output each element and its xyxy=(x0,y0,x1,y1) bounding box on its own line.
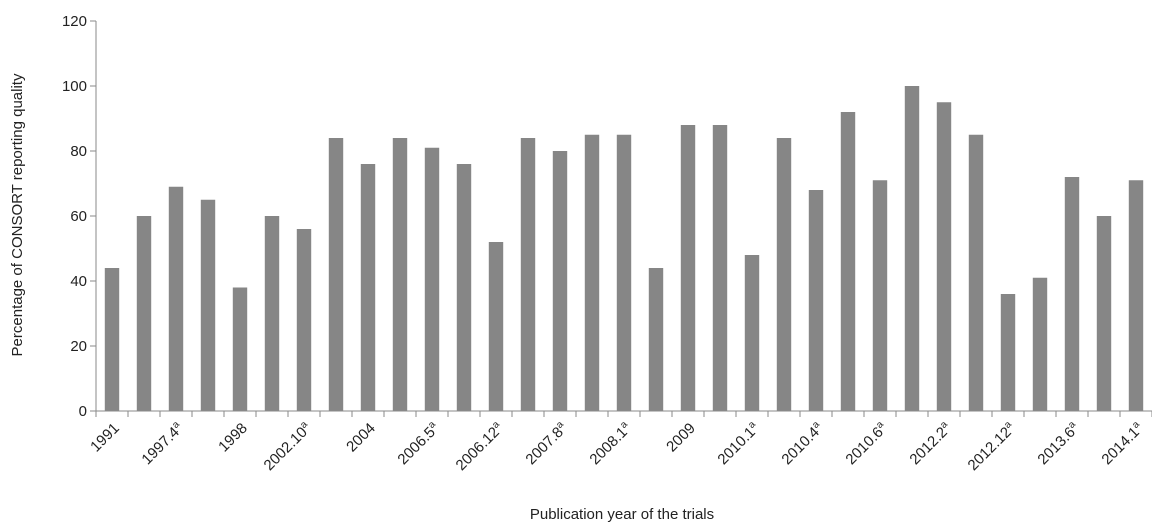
x-tick-label-26: 2012.2a xyxy=(906,419,955,468)
y-tick-label-40: 40 xyxy=(70,273,87,290)
x-tick-label-24: 2010.6a xyxy=(842,419,891,468)
y-tick-label-20: 20 xyxy=(70,338,87,355)
bar-4 xyxy=(232,287,248,411)
bar-9 xyxy=(392,138,408,411)
x-tick-label-30: 2013.6a xyxy=(1034,419,1083,468)
bar-18 xyxy=(680,125,696,411)
x-tick-label-0: 1991 xyxy=(87,420,123,456)
y-tick-label-100: 100 xyxy=(62,78,87,95)
bar-7 xyxy=(328,138,344,411)
x-tick-label-8: 2004 xyxy=(343,420,379,456)
x-tick-label-20: 2010.1a xyxy=(714,419,763,468)
bar-8 xyxy=(360,164,376,411)
bar-17 xyxy=(648,268,664,411)
bar-16 xyxy=(616,134,632,411)
x-tick-label-12: 2006.12a xyxy=(452,419,507,474)
bar-28 xyxy=(1000,294,1016,411)
bar-0 xyxy=(104,268,120,411)
x-tick-label-32: 2014.1a xyxy=(1098,419,1147,468)
y-axis-title: Percentage of CONSORT reporting quality xyxy=(9,73,26,356)
x-tick-label-2: 1997.4a xyxy=(138,419,187,468)
bar-24 xyxy=(872,180,888,411)
x-tick-label-28: 2012.12a xyxy=(964,419,1019,474)
bar-13 xyxy=(520,138,536,411)
bar-25 xyxy=(904,86,920,411)
bar-11 xyxy=(456,164,472,411)
x-tick-label-22: 2010.4a xyxy=(778,419,827,468)
bar-21 xyxy=(776,138,792,411)
x-tick-label-18: 2009 xyxy=(663,420,699,456)
x-tick-label-4: 1998 xyxy=(215,420,251,456)
x-tick-label-10: 2006.5a xyxy=(394,419,443,468)
y-tick-label-0: 0 xyxy=(79,403,87,420)
x-tick-label-16: 2008.1a xyxy=(586,419,635,468)
bar-2 xyxy=(168,186,184,411)
bar-27 xyxy=(968,134,984,411)
bar-10 xyxy=(424,147,440,411)
bar-20 xyxy=(744,255,760,411)
y-tick-label-80: 80 xyxy=(70,143,87,160)
bar-31 xyxy=(1096,216,1112,411)
bar-23 xyxy=(840,112,856,411)
bar-29 xyxy=(1032,277,1048,411)
bar-1 xyxy=(136,216,152,411)
bar-6 xyxy=(296,229,312,411)
bar-32 xyxy=(1128,180,1144,411)
x-tick-label-6: 2002.10a xyxy=(260,419,315,474)
y-tick-label-60: 60 xyxy=(70,208,87,225)
bar-22 xyxy=(808,190,824,411)
bar-19 xyxy=(712,125,728,411)
bar-15 xyxy=(584,134,600,411)
x-axis: 1991 1997.4a 1998 2002.10a 2004 2006.5a 2006.1… xyxy=(87,410,1152,474)
bar-30 xyxy=(1064,177,1080,411)
bar-12 xyxy=(488,242,504,411)
bar-5 xyxy=(264,216,280,411)
bar-14 xyxy=(552,151,568,411)
x-axis-title: Publication year of the trials xyxy=(530,506,714,523)
bars-group xyxy=(104,86,1144,411)
y-tick-label-120: 120 xyxy=(62,13,87,30)
bar-3 xyxy=(200,199,216,411)
x-tick-label-14: 2007.8a xyxy=(522,419,571,468)
y-axis: 0 20 40 60 80 100 120 xyxy=(62,13,97,420)
bar-26 xyxy=(936,102,952,411)
